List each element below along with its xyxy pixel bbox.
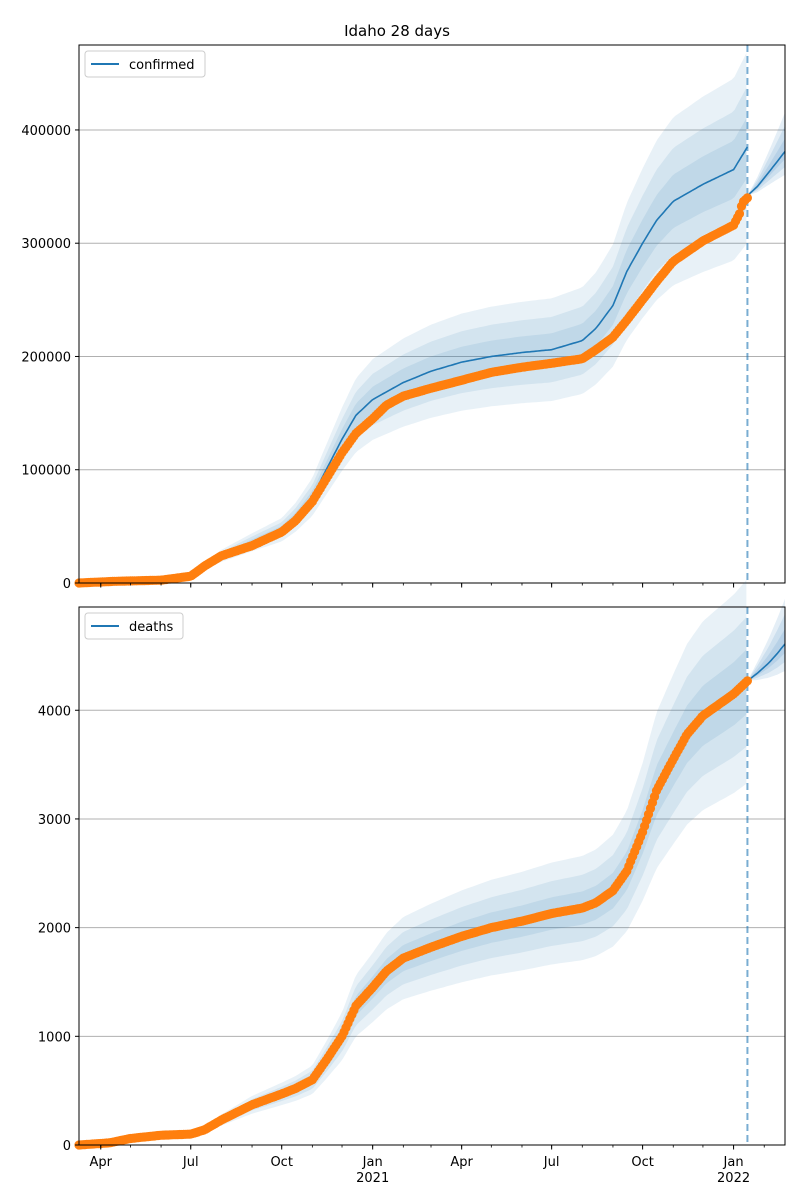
x-tick-label: Jan (362, 1155, 383, 1170)
x-tick-label: Jan (723, 1155, 744, 1170)
x-tick-label: Oct (270, 1155, 292, 1170)
deaths-observed-points (74, 676, 753, 1150)
chart-title: Idaho 28 days (344, 22, 450, 40)
deaths-observed-point (742, 676, 753, 686)
deaths-y-tick-label: 1000 (38, 1030, 71, 1045)
confirmed-legend-box (84, 50, 206, 78)
x-tick-year-label: 2021 (356, 1171, 389, 1186)
deaths-legend-label: deaths (129, 620, 174, 635)
confirmed-forecast-band-1 (747, 112, 785, 196)
deaths-band-1 (79, 579, 747, 1145)
deaths-band-2 (79, 617, 747, 1145)
deaths-y-tick-label: 0 (63, 1139, 71, 1154)
confirmed-observed-point (742, 193, 753, 203)
deaths-series-line (746, 643, 786, 682)
confirmed-axes-frame (78, 44, 786, 584)
confirmed-y-tick-label: 300000 (21, 237, 71, 252)
deaths-forecast-band-2 (747, 613, 785, 681)
deaths-forecast-band-1 (747, 598, 785, 681)
confirmed-legend-label: confirmed (129, 58, 195, 73)
confirmed-x-axis-ticks (100, 583, 765, 588)
deaths-y-axis: 0 1000 2000 3000 4000 (38, 704, 79, 1154)
confirmed-y-axis: 0 100000 200000 300000 400000 (21, 124, 79, 592)
deaths-legend: deaths (84, 612, 184, 640)
x-tick-label: Jul (543, 1155, 560, 1170)
confirmed-y-tick-label: 100000 (21, 464, 71, 479)
deaths-uncertainty-bands (79, 579, 785, 1145)
deaths-gridlines (79, 709, 785, 1037)
confirmed-y-tick-label: 200000 (21, 350, 71, 365)
x-tick-label: Oct (631, 1155, 653, 1170)
deaths-lines (746, 643, 786, 682)
confirmed-gridlines (79, 129, 785, 471)
x-tick-label: Jul (182, 1155, 199, 1170)
x-tick-label: Apr (90, 1155, 113, 1170)
confirmed-legend: confirmed (84, 50, 206, 78)
deaths-y-tick-label: 3000 (38, 813, 71, 828)
deaths-y-tick-label: 2000 (38, 922, 71, 937)
x-tick-label: Apr (450, 1155, 473, 1170)
deaths-axes-frame (78, 606, 786, 1146)
confirmed-panel: 0 100000 200000 300000 400000 confirmed (21, 44, 786, 592)
confirmed-forecast-band-3 (747, 138, 785, 196)
confirmed-y-tick-label: 400000 (21, 124, 71, 139)
deaths-legend-box (84, 612, 184, 640)
deaths-forecast-band-3 (747, 628, 785, 681)
deaths-y-tick-label: 4000 (38, 704, 71, 719)
confirmed-y-tick-label: 0 (63, 577, 71, 592)
deaths-band-3 (79, 649, 747, 1145)
confirmed-band-1 (79, 53, 747, 583)
confirmed-series-line (746, 151, 786, 197)
x-tick-year-label: 2022 (717, 1171, 750, 1186)
confirmed-observed-point (734, 209, 745, 219)
confirmed-observed-points (74, 193, 753, 588)
